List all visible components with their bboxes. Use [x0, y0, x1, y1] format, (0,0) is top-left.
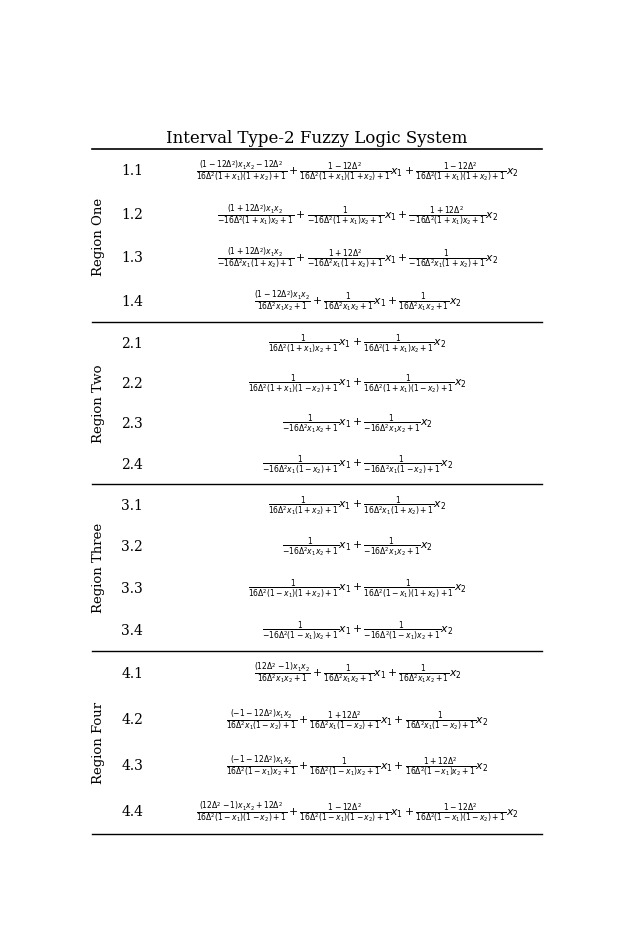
Text: $\frac{1}{-16\Delta^2(1-x_1)x_2+1}x_1 + \frac{1}{-16\Delta^2(1-x_1)x_2+1}x_2$: $\frac{1}{-16\Delta^2(1-x_1)x_2+1}x_1 + …	[262, 618, 453, 642]
Text: $\frac{1}{-16\Delta^2x_1x_2+1}x_1 + \frac{1}{-16\Delta^2x_1x_2+1}x_2$: $\frac{1}{-16\Delta^2x_1x_2+1}x_1 + \fra…	[282, 412, 433, 436]
Text: $\frac{(1+12\Delta^2)x_1x_2}{-16\Delta^2(1+x_1)x_2+1} + \frac{1}{-16\Delta^2(1+x: $\frac{(1+12\Delta^2)x_1x_2}{-16\Delta^2…	[217, 203, 498, 227]
Text: $\frac{(-1-12\Delta^2)x_1x_2}{16\Delta^2x_1(1-x_2)+1} + \frac{1+12\Delta^2}{16\D: $\frac{(-1-12\Delta^2)x_1x_2}{16\Delta^2…	[226, 707, 488, 731]
Text: Region Three: Region Three	[92, 523, 105, 613]
Text: Region Two: Region Two	[92, 365, 105, 443]
Text: $\frac{(-1-12\Delta^2)x_1x_2}{16\Delta^2(1-x_1)x_2+1} + \frac{1}{16\Delta^2(1-x_: $\frac{(-1-12\Delta^2)x_1x_2}{16\Delta^2…	[226, 753, 488, 777]
Text: $\frac{1}{16\Delta^2(1+x_1)x_2+1}x_1 + \frac{1}{16\Delta^2(1+x_1)x_2+1}x_2$: $\frac{1}{16\Delta^2(1+x_1)x_2+1}x_1 + \…	[268, 331, 447, 355]
Text: $\frac{(1-12\Delta^2)x_1x_2}{16\Delta^2x_1x_2+1} + \frac{1}{16\Delta^2x_1x_2+1}x: $\frac{(1-12\Delta^2)x_1x_2}{16\Delta^2x…	[253, 289, 461, 313]
Text: Region One: Region One	[92, 197, 105, 275]
Text: $\frac{(1-12\Delta^2)x_1x_2-12\Delta^2}{16\Delta^2(1+x_1)(1+x_2)+1} + \frac{1-12: $\frac{(1-12\Delta^2)x_1x_2-12\Delta^2}{…	[196, 159, 519, 183]
Text: 2.1: 2.1	[121, 336, 143, 350]
Text: $\frac{1}{-16\Delta^2x_1(1-x_2)+1}x_1 + \frac{1}{-16\Delta^2x_1(1-x_2)+1}x_2$: $\frac{1}{-16\Delta^2x_1(1-x_2)+1}x_1 + …	[262, 452, 453, 476]
Text: 2.2: 2.2	[122, 377, 143, 390]
Text: 1.2: 1.2	[121, 208, 143, 222]
Text: 3.4: 3.4	[121, 623, 143, 637]
Text: 4.4: 4.4	[121, 804, 143, 818]
Text: $\frac{(1+12\Delta^2)x_1x_2}{-16\Delta^2x_1(1+x_2)+1} + \frac{1+12\Delta^2}{-16\: $\frac{(1+12\Delta^2)x_1x_2}{-16\Delta^2…	[217, 246, 498, 270]
Text: $\frac{1}{16\Delta^2(1-x_1)(1+x_2)+1}x_1 + \frac{1}{16\Delta^2(1-x_1)(1+x_2)+1}x: $\frac{1}{16\Delta^2(1-x_1)(1+x_2)+1}x_1…	[248, 577, 467, 601]
Text: 2.3: 2.3	[122, 417, 143, 431]
Text: 1.1: 1.1	[121, 164, 143, 178]
Text: 3.3: 3.3	[122, 582, 143, 595]
Text: 3.1: 3.1	[121, 498, 143, 512]
Text: $\frac{(12\Delta^2-1)x_1x_2}{16\Delta^2x_1x_2+1} + \frac{1}{16\Delta^2x_1x_2+1}x: $\frac{(12\Delta^2-1)x_1x_2}{16\Delta^2x…	[253, 662, 461, 685]
Text: $\frac{(12\Delta^2-1)x_1x_2+12\Delta^2}{16\Delta^2(1-x_1)(1-x_2)+1} + \frac{1-12: $\frac{(12\Delta^2-1)x_1x_2+12\Delta^2}{…	[196, 800, 519, 823]
Text: Interval Type-2 Fuzzy Logic System: Interval Type-2 Fuzzy Logic System	[166, 129, 467, 147]
Text: $\frac{1}{-16\Delta^2x_1x_2+1}x_1 + \frac{1}{-16\Delta^2x_1x_2+1}x_2$: $\frac{1}{-16\Delta^2x_1x_2+1}x_1 + \fra…	[282, 535, 433, 559]
Text: 3.2: 3.2	[122, 540, 143, 554]
Text: 1.4: 1.4	[121, 294, 143, 308]
Text: 4.1: 4.1	[121, 666, 143, 681]
Text: $\frac{1}{16\Delta^2x_1(1+x_2)+1}x_1 + \frac{1}{16\Delta^2x_1(1+x_2)+1}x_2$: $\frac{1}{16\Delta^2x_1(1+x_2)+1}x_1 + \…	[268, 493, 447, 517]
Text: 2.4: 2.4	[121, 457, 143, 471]
Text: 1.3: 1.3	[121, 251, 143, 265]
Text: 4.2: 4.2	[121, 712, 143, 726]
Text: 4.3: 4.3	[121, 759, 143, 772]
Text: $\frac{1}{16\Delta^2(1+x_1)(1-x_2)+1}x_1 + \frac{1}{16\Delta^2(1+x_1)(1-x_2)+1}x: $\frac{1}{16\Delta^2(1+x_1)(1-x_2)+1}x_1…	[248, 372, 467, 395]
Text: Region Four: Region Four	[92, 702, 105, 783]
